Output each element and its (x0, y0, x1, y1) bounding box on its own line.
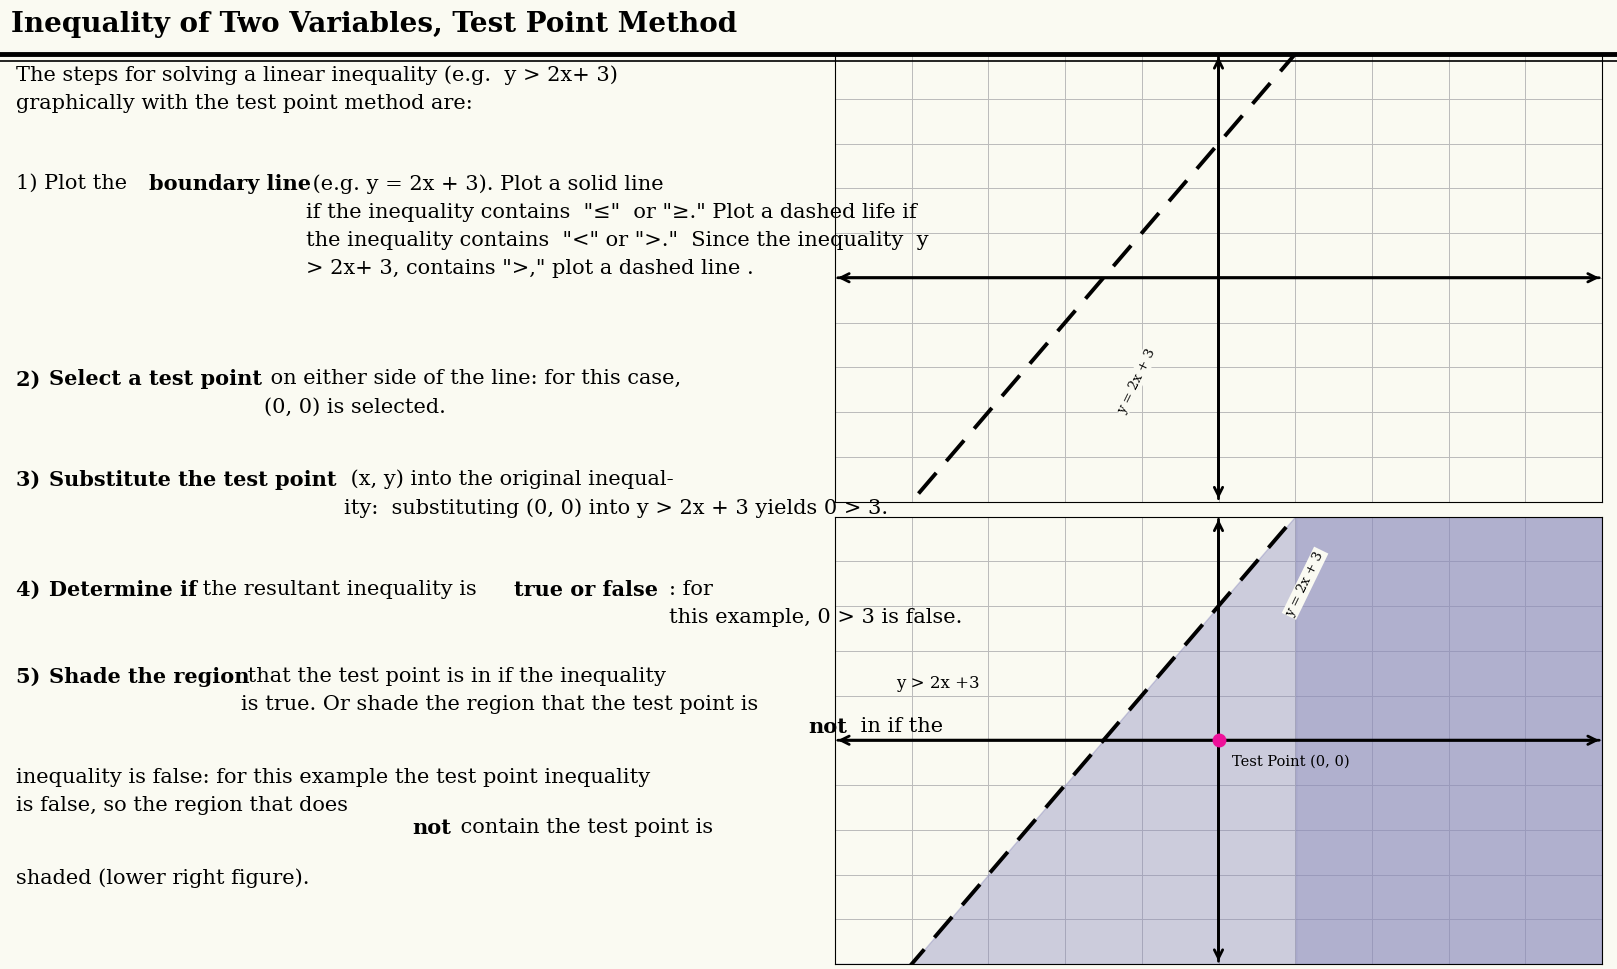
Text: that the test point is in if the inequality
is true. Or shade the region that th: that the test point is in if the inequal… (241, 666, 765, 713)
Text: boundary line: boundary line (149, 174, 310, 194)
Text: 1) Plot the: 1) Plot the (16, 174, 134, 193)
Text: in if the: in if the (854, 716, 943, 735)
Text: contain the test point is: contain the test point is (454, 817, 713, 836)
Text: Test Point (0, 0): Test Point (0, 0) (1232, 754, 1350, 768)
Text: Inequality of Two Variables, Test Point Method: Inequality of Two Variables, Test Point … (11, 12, 737, 38)
Text: the resultant inequality is: the resultant inequality is (196, 579, 483, 598)
Text: Determine if: Determine if (49, 579, 197, 599)
Text: on either side of the line: for this case,
(0, 0) is selected.: on either side of the line: for this cas… (264, 369, 681, 416)
Text: Shade the region: Shade the region (49, 666, 249, 686)
Text: (x, y) into the original inequal-
ity:  substituting (0, 0) into y > 2x + 3 yiel: (x, y) into the original inequal- ity: s… (344, 469, 889, 517)
Text: 4): 4) (16, 579, 49, 599)
Text: Substitute the test point: Substitute the test point (49, 469, 336, 489)
Text: The steps for solving a linear inequality (e.g.  y > 2x+ 3)
graphically with the: The steps for solving a linear inequalit… (16, 65, 618, 112)
Text: 5): 5) (16, 666, 49, 686)
Text: (e.g. y = 2x + 3). Plot a solid line
if the inequality contains  "≤"  or "≥." Pl: (e.g. y = 2x + 3). Plot a solid line if … (306, 174, 928, 277)
Text: 3): 3) (16, 469, 47, 489)
Text: y = 2x + 3: y = 2x + 3 (1284, 549, 1326, 618)
Text: Select a test point: Select a test point (49, 369, 262, 389)
Text: : for
this example, 0 > 3 is false.: : for this example, 0 > 3 is false. (669, 579, 962, 626)
Text: not: not (412, 817, 451, 837)
Text: y > 2x +3: y > 2x +3 (896, 673, 980, 691)
Text: inequality is false: for this example the test point inequality
is false, so the: inequality is false: for this example th… (16, 766, 650, 814)
Text: true or false: true or false (514, 579, 658, 599)
Text: y = 2x + 3: y = 2x + 3 (1116, 346, 1158, 416)
Text: 2): 2) (16, 369, 49, 389)
Text: not: not (808, 716, 847, 736)
Text: shaded (lower right figure).: shaded (lower right figure). (16, 867, 310, 888)
